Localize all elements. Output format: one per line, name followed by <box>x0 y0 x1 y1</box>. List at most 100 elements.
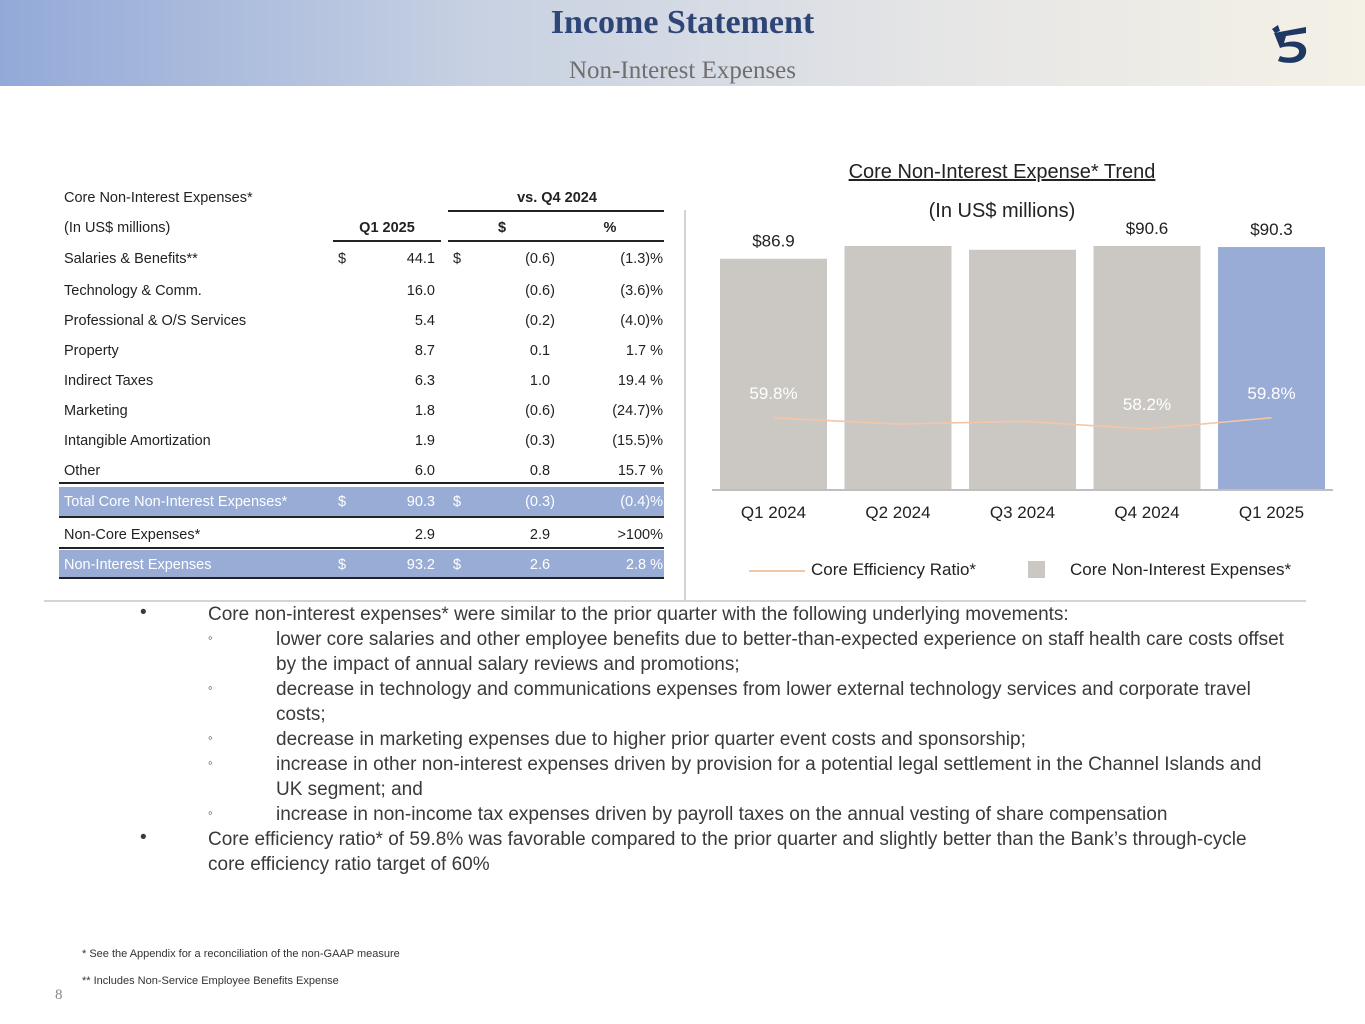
total-chg: (0.3) <box>525 494 555 510</box>
row-label: Indirect Taxes <box>64 373 154 389</box>
total-pct: (0.4)% <box>620 494 663 510</box>
row-change-value: (0.6) <box>525 251 555 267</box>
row-q1-value: 44.1 <box>406 251 435 267</box>
page-subtitle: Non-Interest Expenses <box>568 57 796 84</box>
chart-bar <box>844 246 952 489</box>
noninterest-label: Non-Interest Expenses <box>64 557 212 573</box>
sub-bullet-text: decrease in marketing expenses due to hi… <box>276 729 1026 750</box>
sub-bullet-icon: ◦ <box>208 805 213 820</box>
noninterest-chg: 2.6 <box>529 557 551 573</box>
page-number: 8 <box>55 987 63 1003</box>
legend-bar-swatch <box>1028 561 1045 578</box>
col-header-q1: Q1 2025 <box>359 220 415 236</box>
chart-bar <box>1093 246 1201 489</box>
row-change-value: 0.1 <box>529 343 551 359</box>
row-label: Salaries & Benefits** <box>64 251 198 267</box>
row-q1-value: 5.4 <box>414 313 435 329</box>
row-q1-value: 8.7 <box>414 343 435 359</box>
footnote-2: ** Includes Non-Service Employee Benefit… <box>82 975 339 987</box>
row-change-pct: (4.0)% <box>620 313 663 329</box>
noninterest-cur1: $ <box>338 557 347 573</box>
row-change-pct: (24.7)% <box>612 403 663 419</box>
noncore-label: Non-Core Expenses* <box>64 527 201 543</box>
sub-bullet-icon: ◦ <box>208 630 213 645</box>
sub-bullet-text: decrease in technology and communication… <box>276 679 1251 725</box>
row-change-value: (0.6) <box>525 403 555 419</box>
row-currency: $ <box>338 251 347 267</box>
efficiency-ratio-line <box>773 417 1272 430</box>
row-change-value: (0.6) <box>525 283 555 299</box>
noninterest-cur2: $ <box>453 557 462 573</box>
noninterest-pct: 2.8 % <box>625 557 663 573</box>
expense-trend-chart: $86.9 Q1 2024 Q2 2024 Q3 2024 $90.6 Q4 2024 $9… <box>712 220 1333 522</box>
rule <box>448 210 664 212</box>
legend-label-expenses: Core Non-Interest Expenses* <box>1070 560 1292 579</box>
row-change-value: (0.2) <box>525 313 555 329</box>
rule <box>448 240 664 242</box>
legend-line-swatch <box>749 570 805 572</box>
total-row-band <box>59 487 664 517</box>
row-q1-value: 6.3 <box>414 373 435 389</box>
row-currency: $ <box>453 251 462 267</box>
row-change-value: 0.8 <box>529 463 551 479</box>
x-tick-label: Q3 2024 <box>990 503 1055 522</box>
chart-bar <box>969 249 1076 489</box>
sub-bullet-text: lower core salaries and other employee b… <box>276 629 1284 675</box>
rule <box>59 577 664 579</box>
col-header-pct: % <box>603 220 617 236</box>
rule <box>333 240 441 242</box>
ratio-value-label: 59.8% <box>749 384 797 403</box>
bar-value-label: $90.3 <box>1250 220 1293 239</box>
noncore-chg: 2.9 <box>529 527 551 543</box>
chart-bar <box>720 258 827 489</box>
row-q1-value: 6.0 <box>414 463 435 479</box>
row-change-value: (0.3) <box>525 433 555 449</box>
footnote-1: * See the Appendix for a reconciliation … <box>82 948 400 960</box>
total-label: Total Core Non-Interest Expenses* <box>64 494 288 510</box>
chart-subtitle: (In US$ millions) <box>928 200 1076 222</box>
sub-bullet-icon: ◦ <box>208 755 213 770</box>
noncore-pct: >100% <box>617 527 663 543</box>
row-change-pct: (3.6)% <box>620 283 663 299</box>
x-tick-label: Q2 2024 <box>865 503 930 522</box>
total-cur1: $ <box>338 494 347 510</box>
row-q1-value: 1.9 <box>414 433 435 449</box>
bullet-icon: • <box>140 827 147 848</box>
row-label: Professional & O/S Services <box>64 313 247 329</box>
total-q1: 90.3 <box>406 494 435 510</box>
bullet-text: Core efficiency ratio* of 59.8% was favo… <box>208 829 1247 875</box>
row-q1-value: 1.8 <box>414 403 435 419</box>
noninterest-row-band <box>59 550 664 577</box>
vertical-divider <box>684 210 686 602</box>
row-change-pct: (15.5)% <box>612 433 663 449</box>
horizontal-divider <box>44 600 1306 602</box>
bullet-icon: • <box>140 602 147 623</box>
row-label: Other <box>64 463 101 479</box>
bar-value-label: $90.6 <box>1126 220 1169 238</box>
table-units: (In US$ millions) <box>64 220 171 236</box>
chart-title: Core Non-Interest Expense* Trend <box>848 161 1156 183</box>
x-tick-label: Q4 2024 <box>1114 503 1179 522</box>
ratio-value-label: 58.2% <box>1123 395 1171 414</box>
row-change-pct: 1.7 % <box>625 343 663 359</box>
noncore-q1: 2.9 <box>414 527 435 543</box>
table-header-vs: vs. Q4 2024 <box>517 190 597 206</box>
chart-bar <box>1218 247 1325 489</box>
legend-label-ratio: Core Efficiency Ratio* <box>811 560 977 579</box>
page-title: Income Statement <box>550 4 815 41</box>
sub-bullet-text: increase in non-income tax expenses driv… <box>276 804 1168 825</box>
rule <box>59 547 664 549</box>
total-cur2: $ <box>453 494 462 510</box>
noninterest-q1: 93.2 <box>406 557 435 573</box>
x-tick-label: Q1 2025 <box>1239 503 1304 522</box>
row-label: Intangible Amortization <box>64 433 211 449</box>
rule <box>59 482 664 484</box>
row-change-pct: 15.7 % <box>617 463 663 479</box>
header-banner <box>0 0 1365 86</box>
bar-value-label: $86.9 <box>752 232 795 251</box>
row-label: Technology & Comm. <box>64 283 202 299</box>
sub-bullet-icon: ◦ <box>208 730 213 745</box>
x-tick-label: Q1 2024 <box>741 503 806 522</box>
rule <box>59 516 664 518</box>
row-change-pct: (1.3)% <box>620 251 663 267</box>
